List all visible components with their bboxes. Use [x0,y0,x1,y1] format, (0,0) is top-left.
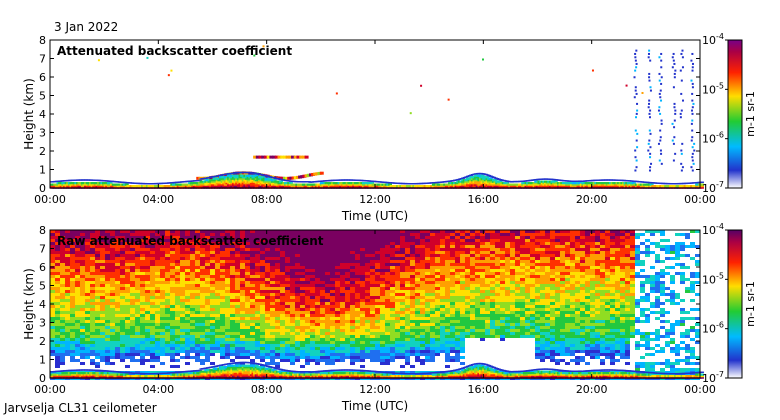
panel-raw-attenuated-backscatter: Raw attenuated backscatter coefficient 0 1… [22,222,757,413]
y-tick-label: 5 [39,90,46,103]
x-tick-label: 00:00 [34,193,66,206]
y-tick-label: 4 [39,108,46,121]
y-tick-label: 1 [39,164,46,177]
colorbar-tick-label: 10-7 [702,180,724,195]
panel-title: Raw attenuated backscatter coefficient [57,234,324,248]
x-tick-label: 16:00 [467,383,499,396]
x-tick-label: 16:00 [467,193,499,206]
y-tick-label: 6 [39,71,46,84]
colorbar-tick-label: 10-6 [702,321,724,336]
colorbar-scale [727,229,743,379]
panel-title: Attenuated backscatter coefficient [57,44,292,58]
x-axis-label: Time (UTC) [341,399,408,413]
plot-area: Raw attenuated backscatter coefficient 0 1… [22,224,716,413]
x-tick-label: 00:00 [34,383,66,396]
colorbar-tick-label: 10-5 [702,81,724,96]
x-axis-label: Time (UTC) [341,209,408,223]
colorbar: 10-7 10-6 10-5 10-4 m-1 sr-1 [702,32,757,195]
x-tick-label: 20:00 [576,193,608,206]
y-tick-label: 8 [39,34,46,47]
plot-background [50,40,700,188]
date-label: 3 Jan 2022 [54,20,119,34]
colorbar-tick-label: 10-4 [702,32,724,47]
y-tick-label: 6 [39,261,46,274]
y-tick-label: 2 [39,145,46,158]
y-tick-label: 8 [39,224,46,237]
y-tick-label: 0 [39,372,46,385]
y-tick-label: 5 [39,280,46,293]
plot-area: Attenuated backscatter coefficient 0 1 2 3 4 5… [22,34,716,223]
y-tick-label: 7 [39,53,46,66]
x-tick-label: 00:00 [684,383,716,396]
y-axis-label: Height (km) [22,78,36,149]
y-tick-label: 4 [39,298,46,311]
y-axis-label: Height (km) [22,268,36,339]
colorbar-tick-label: 10-7 [702,370,724,385]
colorbar: 10-7 10-6 10-5 10-4 m-1 sr-1 [702,222,757,385]
y-tick-label: 3 [39,127,46,140]
panel-attenuated-backscatter: Attenuated backscatter coefficient 0 1 2 3 4 5… [22,32,757,223]
colorbar-tick-label: 10-4 [702,222,724,237]
colorbar-tick-label: 10-6 [702,131,724,146]
y-tick-label: 2 [39,335,46,348]
x-tick-label: 20:00 [576,383,608,396]
y-tick-label: 3 [39,317,46,330]
x-tick-label: 12:00 [359,383,391,396]
x-tick-label: 08:00 [251,193,283,206]
x-tick-label: 04:00 [142,383,174,396]
colorbar-unit-label: m-1 sr-1 [744,281,757,327]
x-tick-label: 12:00 [359,193,391,206]
x-tick-label: 08:00 [251,383,283,396]
y-tick-label: 1 [39,354,46,367]
instrument-label: Jarvselja CL31 ceilometer [4,401,157,415]
x-tick-label: 00:00 [684,193,716,206]
y-tick-label: 7 [39,243,46,256]
colorbar-unit-label: m-1 sr-1 [744,91,757,137]
colorbar-tick-label: 10-5 [702,271,724,286]
colorbar-scale [727,39,743,189]
x-tick-label: 04:00 [142,193,174,206]
y-tick-label: 0 [39,182,46,195]
